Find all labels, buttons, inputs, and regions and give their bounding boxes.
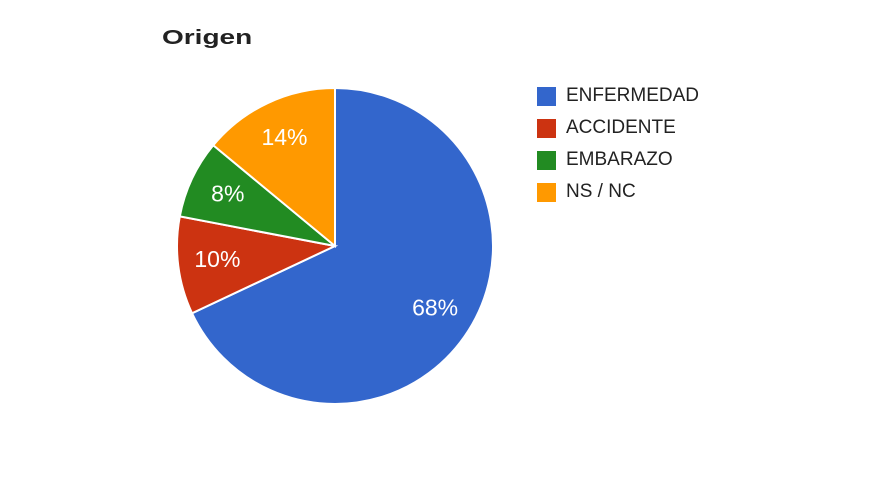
svg-text:8%: 8%: [211, 181, 244, 207]
svg-text:68%: 68%: [412, 295, 458, 321]
svg-text:14%: 14%: [261, 124, 307, 150]
svg-text:10%: 10%: [194, 246, 240, 272]
